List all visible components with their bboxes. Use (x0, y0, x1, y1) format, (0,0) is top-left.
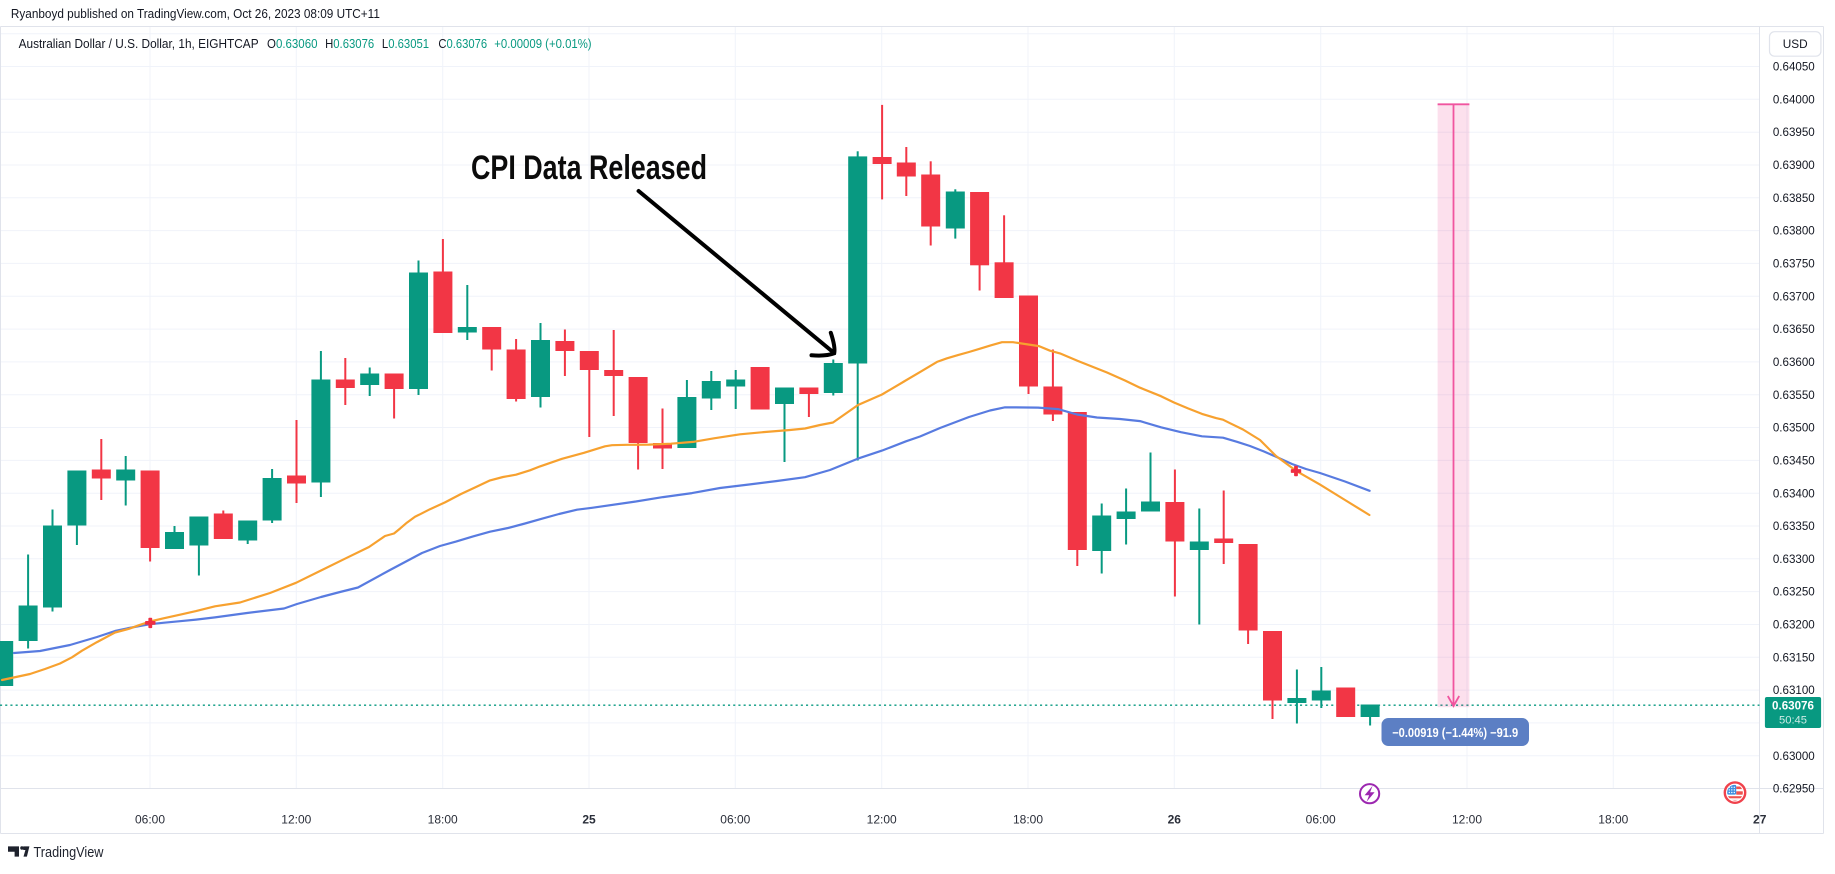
svg-text:27: 27 (1753, 812, 1767, 826)
svg-text:O0.63060: O0.63060 (267, 36, 318, 51)
svg-text:0.63650: 0.63650 (1773, 323, 1815, 336)
svg-text:0.62950: 0.62950 (1773, 783, 1815, 796)
svg-text:0.63950: 0.63950 (1773, 126, 1815, 139)
svg-text:0.63550: 0.63550 (1773, 389, 1815, 402)
svg-text:0.64000: 0.64000 (1773, 93, 1815, 106)
svg-text:12:00: 12:00 (1452, 812, 1482, 826)
svg-text:06:00: 06:00 (1306, 812, 1336, 826)
svg-text:TradingView: TradingView (34, 844, 104, 861)
svg-text:12:00: 12:00 (281, 812, 311, 826)
svg-text:18:00: 18:00 (428, 812, 458, 826)
svg-text:0.63450: 0.63450 (1773, 454, 1815, 467)
svg-text:Australian Dollar / U.S. Dolla: Australian Dollar / U.S. Dollar, 1h, EIG… (19, 36, 259, 51)
svg-text:06:00: 06:00 (720, 812, 750, 826)
svg-text:C0.63076: C0.63076 (438, 36, 487, 51)
svg-text:18:00: 18:00 (1013, 812, 1043, 826)
svg-text:−0.00919 (−1.44%) −91.9: −0.00919 (−1.44%) −91.9 (1392, 726, 1518, 740)
svg-text:Ryanboyd published on TradingV: Ryanboyd published on TradingView.com, O… (11, 6, 380, 21)
svg-text:0.63250: 0.63250 (1773, 586, 1815, 599)
svg-text:0.63600: 0.63600 (1773, 356, 1815, 369)
svg-text:0.63350: 0.63350 (1773, 520, 1815, 533)
svg-text:25: 25 (582, 812, 596, 826)
svg-text:0.63750: 0.63750 (1773, 258, 1815, 271)
svg-text:12:00: 12:00 (867, 812, 897, 826)
svg-text:0.63700: 0.63700 (1773, 290, 1815, 303)
svg-text:0.63900: 0.63900 (1773, 159, 1815, 172)
svg-text:0.63150: 0.63150 (1773, 651, 1815, 664)
svg-text:50:45: 50:45 (1779, 714, 1807, 726)
svg-text:0.63000: 0.63000 (1773, 750, 1815, 763)
svg-text:0.63076: 0.63076 (1772, 700, 1814, 713)
svg-text:0.63200: 0.63200 (1773, 619, 1815, 632)
svg-text:CPI Data Released: CPI Data Released (471, 149, 707, 187)
svg-text:H0.63076: H0.63076 (325, 36, 374, 51)
svg-text:26: 26 (1168, 812, 1182, 826)
svg-text:L0.63051: L0.63051 (382, 36, 429, 51)
svg-text:USD: USD (1783, 37, 1808, 51)
svg-text:0.63500: 0.63500 (1773, 422, 1815, 435)
svg-text:0.63800: 0.63800 (1773, 225, 1815, 238)
svg-text:0.63300: 0.63300 (1773, 553, 1815, 566)
svg-text:0.63100: 0.63100 (1773, 684, 1815, 697)
svg-text:+0.00009 (+0.01%): +0.00009 (+0.01%) (494, 36, 591, 51)
svg-text:0.63400: 0.63400 (1773, 487, 1815, 500)
svg-text:0.63850: 0.63850 (1773, 192, 1815, 205)
svg-text:18:00: 18:00 (1598, 812, 1628, 826)
svg-text:06:00: 06:00 (135, 812, 165, 826)
svg-text:0.64050: 0.64050 (1773, 61, 1815, 74)
